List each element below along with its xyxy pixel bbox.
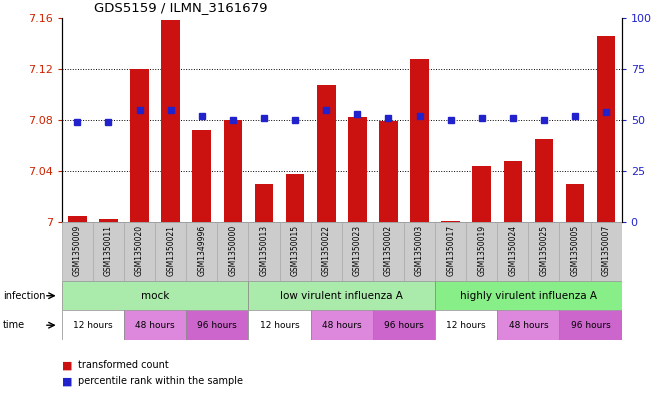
Text: GSM1350022: GSM1350022 (322, 225, 331, 276)
Text: GSM1350019: GSM1350019 (477, 225, 486, 276)
Text: 12 hours: 12 hours (447, 321, 486, 330)
Bar (373, 310, 435, 340)
Bar (566, 184, 585, 222)
Text: GSM1350009: GSM1350009 (73, 225, 82, 276)
Bar (286, 174, 305, 222)
Bar (597, 36, 615, 222)
Bar (311, 310, 373, 340)
Bar (311, 222, 342, 281)
Text: GSM1350015: GSM1350015 (290, 225, 299, 276)
Bar (124, 222, 155, 281)
Text: 48 hours: 48 hours (322, 321, 361, 330)
Text: 96 hours: 96 hours (384, 321, 424, 330)
Text: GSM1350021: GSM1350021 (166, 225, 175, 276)
Text: GSM1350025: GSM1350025 (540, 225, 548, 276)
Bar (99, 220, 118, 222)
Text: GDS5159 / ILMN_3161679: GDS5159 / ILMN_3161679 (94, 1, 268, 14)
Bar (186, 310, 249, 340)
Bar (497, 222, 529, 281)
Bar (161, 20, 180, 222)
Bar (62, 310, 124, 340)
Bar (473, 166, 491, 222)
Text: 48 hours: 48 hours (135, 321, 175, 330)
Bar (249, 310, 311, 340)
Text: 48 hours: 48 hours (508, 321, 548, 330)
Text: 96 hours: 96 hours (197, 321, 237, 330)
Text: 12 hours: 12 hours (260, 321, 299, 330)
Text: GSM1350020: GSM1350020 (135, 225, 144, 276)
Bar (62, 281, 249, 310)
Bar (435, 281, 622, 310)
Bar (155, 222, 186, 281)
Bar (249, 281, 435, 310)
Text: highly virulent influenza A: highly virulent influenza A (460, 291, 597, 301)
Bar (435, 222, 466, 281)
Bar (379, 121, 398, 222)
Text: 96 hours: 96 hours (571, 321, 611, 330)
Bar (130, 69, 149, 222)
Text: GSM1350011: GSM1350011 (104, 225, 113, 276)
Bar (255, 184, 273, 222)
Bar (534, 139, 553, 222)
Bar (559, 310, 622, 340)
Bar (93, 222, 124, 281)
Bar (348, 118, 367, 222)
Text: GSM1350017: GSM1350017 (446, 225, 455, 276)
Bar (342, 222, 373, 281)
Text: time: time (3, 320, 25, 330)
Bar (217, 222, 249, 281)
Bar (124, 310, 186, 340)
Bar (559, 222, 590, 281)
Bar (497, 310, 559, 340)
Bar (223, 120, 242, 222)
Bar (529, 222, 559, 281)
Text: GSM1349996: GSM1349996 (197, 225, 206, 276)
Text: GSM1350013: GSM1350013 (260, 225, 268, 276)
Text: GSM1350003: GSM1350003 (415, 225, 424, 276)
Bar (466, 222, 497, 281)
Text: GSM1350024: GSM1350024 (508, 225, 518, 276)
Text: ■: ■ (62, 360, 72, 371)
Bar (435, 310, 497, 340)
Bar (404, 222, 435, 281)
Text: GSM1350000: GSM1350000 (229, 225, 238, 276)
Bar (317, 85, 335, 222)
Text: 12 hours: 12 hours (73, 321, 113, 330)
Bar (186, 222, 217, 281)
Bar (373, 222, 404, 281)
Bar (503, 161, 522, 222)
Bar (193, 130, 211, 222)
Bar (441, 221, 460, 222)
Text: mock: mock (141, 291, 169, 301)
Bar (410, 59, 429, 222)
Bar (249, 222, 279, 281)
Bar (62, 222, 93, 281)
Bar (68, 216, 87, 222)
Text: low virulent influenza A: low virulent influenza A (281, 291, 403, 301)
Text: ■: ■ (62, 376, 72, 386)
Text: GSM1350002: GSM1350002 (384, 225, 393, 276)
Bar (590, 222, 622, 281)
Text: percentile rank within the sample: percentile rank within the sample (78, 376, 243, 386)
Text: infection: infection (3, 291, 46, 301)
Text: transformed count: transformed count (78, 360, 169, 371)
Text: GSM1350005: GSM1350005 (570, 225, 579, 276)
Text: GSM1350007: GSM1350007 (602, 225, 611, 276)
Bar (279, 222, 311, 281)
Text: GSM1350023: GSM1350023 (353, 225, 362, 276)
